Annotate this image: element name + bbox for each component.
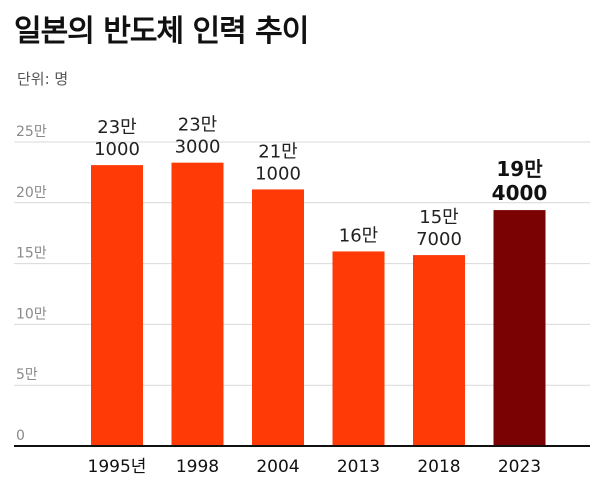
data-label: 3000 bbox=[175, 137, 221, 158]
y-tick-label: 15만 bbox=[16, 246, 47, 262]
bar bbox=[413, 255, 465, 446]
y-tick-label: 0 bbox=[16, 428, 25, 444]
x-tick-label: 2018 bbox=[417, 457, 460, 477]
data-label: 21만 bbox=[258, 141, 297, 162]
y-tick-label: 5만 bbox=[16, 367, 38, 383]
y-tick-label: 20만 bbox=[16, 185, 47, 201]
data-label: 16만 bbox=[339, 225, 378, 246]
x-tick-label: 2023 bbox=[498, 457, 541, 477]
x-tick-label: 1995년 bbox=[88, 457, 147, 477]
x-tick-label: 2013 bbox=[337, 457, 380, 477]
unit-label: 단위: 명 bbox=[17, 70, 69, 88]
y-tick-label: 25만 bbox=[16, 124, 47, 140]
data-label: 19만 bbox=[496, 157, 543, 181]
data-label: 7000 bbox=[416, 229, 462, 250]
data-label: 1000 bbox=[255, 163, 301, 184]
x-tick-label: 2004 bbox=[256, 457, 299, 477]
data-label: 15만 bbox=[419, 207, 458, 228]
data-label: 23만 bbox=[97, 117, 136, 138]
chart-title: 일본의 반도체 인력 추이 bbox=[14, 14, 309, 49]
data-label: 4000 bbox=[492, 181, 548, 205]
x-tick-label: 1998 bbox=[176, 457, 219, 477]
bar bbox=[171, 162, 224, 446]
bar bbox=[493, 210, 546, 446]
data-label: 1000 bbox=[94, 139, 140, 160]
bar bbox=[252, 189, 304, 446]
bar bbox=[332, 251, 385, 446]
data-label: 23만 bbox=[178, 115, 217, 136]
bar bbox=[91, 165, 143, 446]
y-tick-label: 10만 bbox=[16, 306, 47, 322]
